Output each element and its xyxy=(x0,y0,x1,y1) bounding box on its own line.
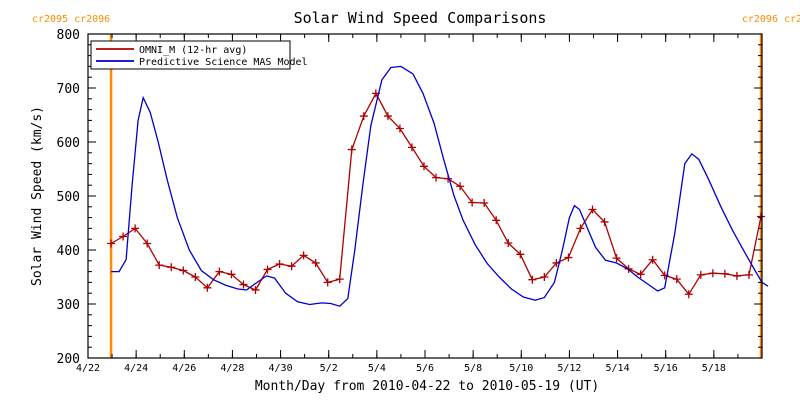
data-point-0-24 xyxy=(395,124,404,133)
data-point-0-0 xyxy=(107,239,116,248)
x-tick-label-9: 5/10 xyxy=(509,363,533,374)
data-point-0-20 xyxy=(347,145,356,154)
data-series xyxy=(107,65,769,307)
data-point-0-40 xyxy=(588,205,597,214)
data-point-0-52 xyxy=(732,271,741,280)
x-tick-label-13: 5/18 xyxy=(702,363,726,374)
plot-frame xyxy=(87,33,763,359)
data-point-0-12 xyxy=(251,285,260,294)
data-point-0-27 xyxy=(432,173,441,182)
data-point-0-34 xyxy=(516,250,525,259)
data-point-0-8 xyxy=(203,283,212,292)
y-tick-label-1: 300 xyxy=(57,298,80,313)
data-point-0-47 xyxy=(672,275,681,284)
data-point-0-26 xyxy=(419,162,428,171)
data-point-0-4 xyxy=(155,261,164,270)
y-tick-label-5: 700 xyxy=(57,82,80,97)
x-tick-label-8: 5/8 xyxy=(464,363,482,374)
data-point-0-14 xyxy=(275,260,284,269)
legend-label-0: OMNI_M (12-hr avg) xyxy=(139,45,247,56)
x-tick-label-7: 5/6 xyxy=(416,363,434,374)
data-point-0-13 xyxy=(263,265,272,274)
x-tick-label-2: 4/26 xyxy=(172,363,196,374)
x-tick-label-10: 5/12 xyxy=(557,363,581,374)
carrington-marker-lines xyxy=(109,34,763,358)
data-point-0-10 xyxy=(227,270,236,279)
data-point-0-49 xyxy=(696,270,705,279)
x-axis-label: Month/Day from 2010-04-22 to 2010-05-19 … xyxy=(255,379,599,394)
legend-label-1: Predictive Science MAS Model xyxy=(139,57,308,68)
x-tick-label-3: 4/28 xyxy=(220,363,244,374)
data-point-0-45 xyxy=(648,255,657,264)
data-point-0-44 xyxy=(636,270,645,279)
data-point-0-19 xyxy=(335,275,344,284)
y-tick-label-2: 400 xyxy=(57,244,80,259)
y-tick-label-3: 500 xyxy=(57,190,80,205)
data-point-0-7 xyxy=(191,273,200,281)
data-point-0-29 xyxy=(456,182,465,191)
data-point-0-41 xyxy=(600,217,609,226)
data-point-0-23 xyxy=(383,112,392,121)
chart-title: Solar Wind Speed Comparisons xyxy=(294,9,547,27)
data-point-0-1 xyxy=(119,232,128,241)
y-tick-label-0: 200 xyxy=(57,352,80,367)
data-point-0-25 xyxy=(407,143,416,152)
data-point-0-33 xyxy=(504,238,513,247)
plot-axes: 200 300 400 500 600 700 800 4/22 4/24 4/26 4/28 4/3… xyxy=(57,28,763,374)
x-tick-label-4: 4/30 xyxy=(269,363,293,374)
x-tick-label-1: 4/24 xyxy=(124,363,148,374)
series-line-0 xyxy=(110,92,762,296)
data-point-0-54 xyxy=(756,212,765,221)
data-point-0-39 xyxy=(576,224,585,233)
x-tick-label-12: 5/16 xyxy=(654,363,678,374)
data-point-0-9 xyxy=(215,267,224,276)
legend-box xyxy=(90,40,291,70)
carrington-marker-labels: cr2095 cr2096 cr2096 cr2097 xyxy=(32,14,800,25)
data-point-0-35 xyxy=(528,275,537,284)
y-tick-label-6: 800 xyxy=(57,28,80,43)
data-point-0-32 xyxy=(492,216,501,225)
data-point-0-11 xyxy=(239,280,248,289)
data-point-0-50 xyxy=(708,269,717,278)
data-point-0-6 xyxy=(179,266,188,275)
data-point-0-21 xyxy=(359,112,368,121)
data-point-0-18 xyxy=(323,278,332,287)
x-tick-label-6: 5/4 xyxy=(368,363,386,374)
x-tick-label-5: 5/2 xyxy=(320,363,338,374)
data-point-0-53 xyxy=(744,270,753,279)
x-tick-label-11: 5/14 xyxy=(606,363,630,374)
data-point-0-3 xyxy=(143,239,152,248)
data-point-0-48 xyxy=(684,290,693,299)
data-point-0-51 xyxy=(720,269,729,278)
carrington-label-1: cr2096 cr2097 xyxy=(742,14,800,25)
data-point-0-38 xyxy=(564,253,573,262)
series-line-1 xyxy=(111,65,769,307)
legend: OMNI_M (12-hr avg)Predictive Science MAS… xyxy=(90,40,308,70)
carrington-label-0: cr2095 cr2096 xyxy=(32,14,110,25)
data-point-0-5 xyxy=(167,263,176,272)
data-point-0-31 xyxy=(480,199,489,208)
data-point-0-36 xyxy=(540,273,549,281)
data-point-0-15 xyxy=(287,262,296,271)
x-tick-label-0: 4/22 xyxy=(76,363,100,374)
y-axis-label: Solar Wind Speed (km/s) xyxy=(30,106,45,286)
data-point-0-42 xyxy=(612,254,621,263)
data-point-0-17 xyxy=(311,258,320,267)
y-tick-label-4: 600 xyxy=(57,136,80,151)
data-point-0-16 xyxy=(299,251,308,260)
data-point-0-30 xyxy=(468,198,477,207)
data-point-0-2 xyxy=(131,224,140,233)
